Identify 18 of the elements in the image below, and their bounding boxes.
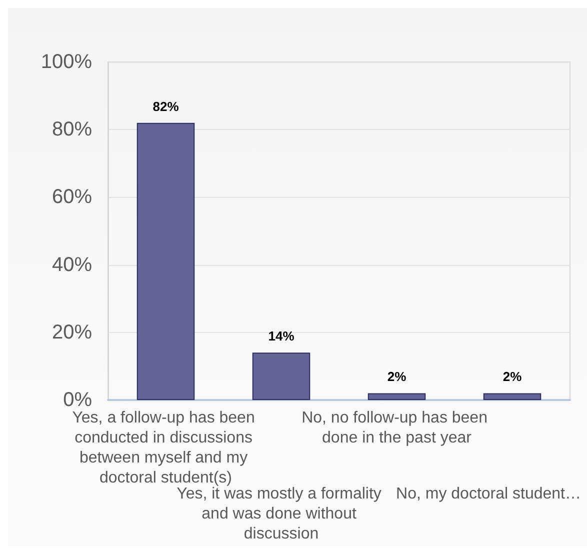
data-label: 2% [502, 369, 522, 384]
data-label: 2% [387, 369, 407, 384]
y-tick-label: 100% [40, 51, 92, 73]
x-tick-label: Yes, it was mostly a formality and was done without discussion [176, 486, 386, 542]
y-tick-label: 40% [52, 254, 92, 276]
bar [368, 393, 426, 400]
y-tick-label: 0% [63, 389, 92, 411]
bar [483, 393, 542, 400]
data-label: 14% [268, 328, 295, 344]
y-tick-label: 20% [52, 321, 92, 344]
bar [252, 352, 310, 400]
y-tick-label: 80% [52, 118, 92, 141]
x-tick-label: No, no follow-up has been done in the past year [302, 410, 492, 446]
y-tick-label: 60% [52, 186, 92, 208]
data-label: 82% [152, 98, 180, 114]
x-tick-label: No, my doctoral student… [396, 486, 581, 502]
bar [136, 122, 195, 400]
x-tick-label: Yes, a follow-up has been conducted in discussions between myself and my doctoral student(s) [72, 410, 260, 486]
